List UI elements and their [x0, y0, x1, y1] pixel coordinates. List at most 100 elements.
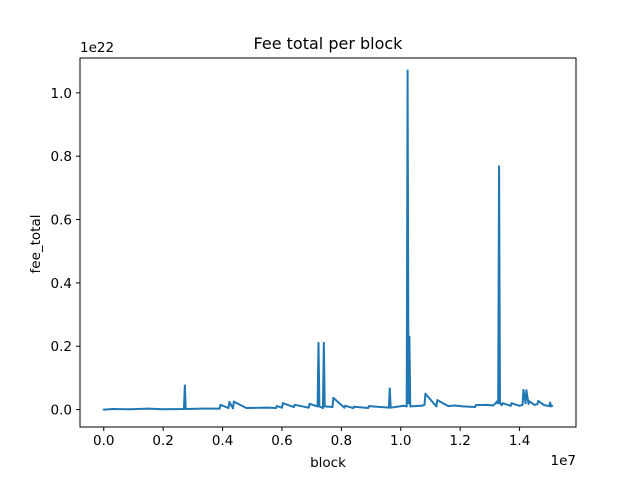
data-point [317, 342, 320, 345]
data-point [388, 387, 391, 390]
data-point [245, 407, 248, 409]
y-tick-label: 0.2 [51, 339, 72, 355]
x-tick-label: 0.4 [212, 433, 233, 449]
data-point [275, 405, 278, 408]
data-point [548, 405, 551, 408]
data-point [332, 396, 335, 399]
data-point [293, 403, 296, 406]
data-point [436, 399, 439, 402]
data-point [323, 405, 326, 408]
data-point [227, 407, 230, 409]
data-point [409, 405, 412, 408]
data-point [518, 404, 521, 407]
data-point [184, 407, 187, 410]
data-point [474, 406, 477, 409]
data-point [331, 406, 334, 409]
data-point [522, 388, 525, 391]
data-point [183, 384, 186, 387]
data-point [509, 404, 512, 407]
y-tick-label: 0.0 [51, 403, 72, 419]
data-point [537, 400, 540, 403]
data-point [420, 404, 423, 407]
data-point [485, 403, 488, 406]
data-point [102, 408, 105, 411]
data-point [525, 389, 528, 392]
data-point [453, 404, 456, 407]
data-point [474, 404, 477, 407]
data-point [406, 69, 409, 72]
data-point [510, 402, 513, 405]
data-point [521, 403, 524, 406]
data-point [344, 404, 347, 407]
data-point [353, 405, 356, 408]
x-tick-label: 0.8 [331, 433, 352, 449]
y-axis-label: fee_total [28, 215, 44, 274]
x-tick-label: 0.6 [271, 433, 292, 449]
data-point [501, 402, 504, 405]
y-axis-ticks: 0.0 0.2 0.4 0.6 0.8 1.0 [51, 86, 80, 419]
data-point [218, 407, 221, 410]
x-tick-label: 0.2 [152, 433, 173, 449]
data-point [266, 406, 269, 409]
data-point [316, 405, 319, 408]
data-point [389, 406, 392, 409]
data-point [528, 400, 531, 403]
data-point [498, 402, 501, 405]
y-tick-label: 0.4 [51, 276, 72, 292]
data-point [307, 406, 310, 409]
data-point [231, 407, 234, 410]
chart-title: Fee total per block [254, 34, 404, 53]
data-point [292, 406, 295, 409]
data-point [308, 402, 311, 405]
data-point [162, 408, 165, 411]
data-point [407, 402, 410, 405]
data-point [318, 405, 321, 408]
plot-frame [79, 57, 577, 428]
data-point [387, 406, 390, 409]
data-point [543, 404, 546, 407]
data-point [435, 405, 438, 408]
data-point [111, 407, 114, 410]
x-tick-label: 0.0 [93, 433, 114, 449]
data-point [343, 406, 346, 409]
data-point [494, 402, 497, 405]
data-point [321, 407, 324, 409]
x-tick-label: 1.0 [390, 433, 411, 449]
data-point [423, 403, 426, 406]
data-point [402, 404, 405, 407]
data-point [367, 407, 370, 409]
data-point [275, 407, 278, 409]
data-point [498, 165, 501, 168]
data-point [219, 403, 222, 406]
data-point [533, 403, 536, 406]
data-point [549, 401, 552, 404]
data-point [322, 342, 325, 345]
x-axis-label: block [310, 455, 346, 471]
data-point [424, 392, 427, 395]
data-point [281, 402, 284, 405]
x-axis-offset-label: 1e7 [551, 453, 576, 469]
x-tick-label: 1.2 [449, 433, 470, 449]
data-point [536, 403, 539, 406]
data-point [527, 402, 530, 405]
data-point [129, 408, 132, 411]
data-point [367, 405, 370, 408]
y-tick-label: 1.0 [51, 86, 72, 102]
data-point [497, 402, 500, 405]
y-tick-label: 0.6 [51, 213, 72, 229]
data-point [405, 405, 408, 408]
data-point [408, 335, 411, 338]
data-point [280, 406, 283, 409]
data-point [200, 407, 203, 410]
data-point [462, 405, 465, 408]
y-tick-label: 0.8 [51, 149, 72, 165]
x-tick-label: 1.4 [509, 433, 530, 449]
data-point [495, 400, 498, 403]
data-point [182, 407, 185, 410]
data-point [232, 400, 235, 403]
data-point [524, 402, 527, 405]
data-point [147, 407, 150, 410]
